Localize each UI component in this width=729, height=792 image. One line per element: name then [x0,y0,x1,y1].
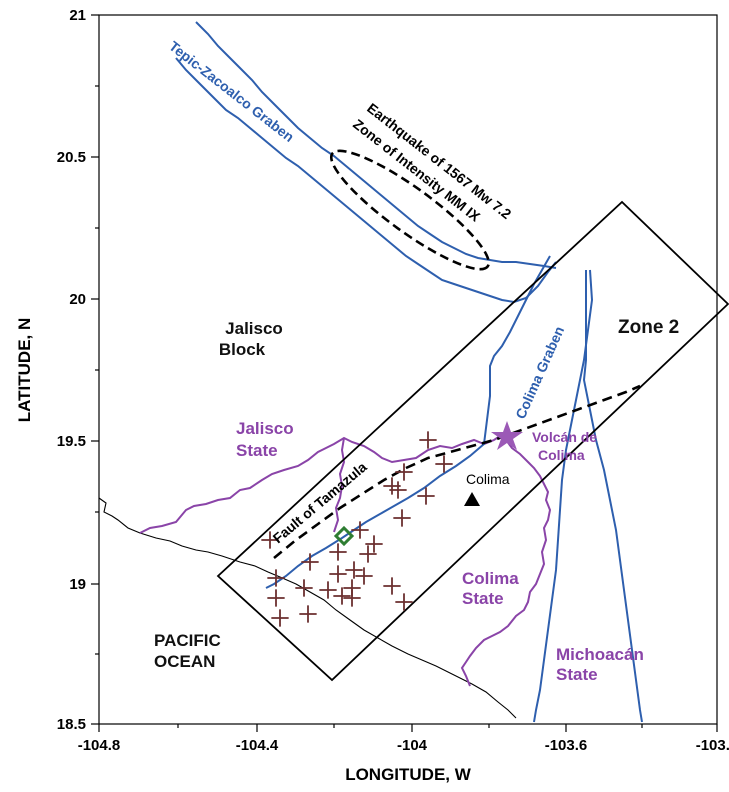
y-axis [91,14,99,725]
seismic-event-cross [419,431,437,449]
y-tick-label: 20.5 [57,149,86,166]
seismic-event-cross [395,463,413,481]
seismic-event-cross [359,545,377,563]
seismic-event-cross [319,581,337,599]
x-axis [98,724,718,732]
seismic-event-cross [333,587,351,605]
colima-city-triangle-icon [464,492,480,506]
earthquake-intensity-zone [329,149,491,271]
label-pacific-ocean: PACIFIC [154,631,221,650]
x-tick-label: -104 [397,737,428,754]
seismic-event-cross [389,481,407,499]
seismic-event-cross [271,609,289,627]
seismic-event-cross [329,565,347,583]
colima-graben-west [265,255,551,589]
seismic-event-cross [393,509,411,527]
seismic-event-cross [267,569,285,587]
label-michoacan-state: Michoacán [556,645,644,664]
volcano-star-icon [491,421,523,450]
y-tick-label: 18.5 [57,716,86,733]
seismic-event-cross [345,561,363,579]
seismic-event-cross [295,579,313,597]
seismic-event-cross [343,589,361,607]
y-tick-label: 19.5 [57,433,86,450]
y-tick-label: 21 [69,7,86,24]
seismic-event-cross [417,487,435,505]
seismic-event-cross [351,521,369,539]
jalisco-colima-inner-border [333,437,346,533]
seismic-event-cross [435,455,453,473]
y-tick-label: 19 [69,576,86,593]
x-tick-label: -103.6 [545,737,588,754]
seismic-event-cross [267,589,285,607]
label-michoacan-state: State [556,665,598,684]
coastline [98,497,517,719]
label-colima-state: Colima [462,569,519,588]
x-tick-label: -104.8 [78,737,121,754]
plot-frame [98,14,718,725]
y-tick-label: 20 [69,291,86,308]
x-tick-label: -104.4 [236,737,279,754]
tepic-graben-south [175,57,557,304]
colima-state-border [460,435,552,687]
y-axis-title: LATITUDE, N [15,318,34,423]
seismic-event-cross [355,567,373,585]
seismic-event-cross [261,531,279,549]
seismic-event-cross [329,543,347,561]
station-diamond-marker [333,525,355,547]
label-jalisco-block: Jalisco [225,319,283,338]
seismic-event-cross [301,553,319,571]
tamazula-fault [273,384,641,560]
x-tick-label: -103.2 [696,737,729,754]
label-volcan-de-colima: Volcán de [532,429,597,445]
label-pacific-ocean: OCEAN [154,652,215,671]
label-tepic-zacoalco-graben: Tepic-Zacoalco Graben [166,38,297,145]
label-jalisco-state: Jalisco [236,419,294,438]
seismic-event-cross [365,535,383,553]
seismic-event-cross [383,577,401,595]
seismic-events [261,431,453,627]
label-zone-2: Zone 2 [618,317,679,338]
zone-2-outline [216,200,729,682]
label-fault-of-tamazula: Fault of Tamazula [270,459,370,547]
seismic-event-cross [299,605,317,623]
label-jalisco-state: State [236,441,278,460]
jalisco-state-border [139,435,501,534]
label-colima-city: Colima [466,471,510,487]
x-axis-title: LONGITUDE, W [345,765,472,784]
label-jalisco-block: Block [219,340,266,359]
colima-graben-south-tail [582,270,643,723]
label-colima-state: State [462,589,504,608]
tepic-graben-north [195,21,557,269]
label-volcan-de-colima: Colima [538,447,585,463]
seismic-event-cross [395,593,413,611]
label-colima-graben: Colima Graben [512,324,567,421]
